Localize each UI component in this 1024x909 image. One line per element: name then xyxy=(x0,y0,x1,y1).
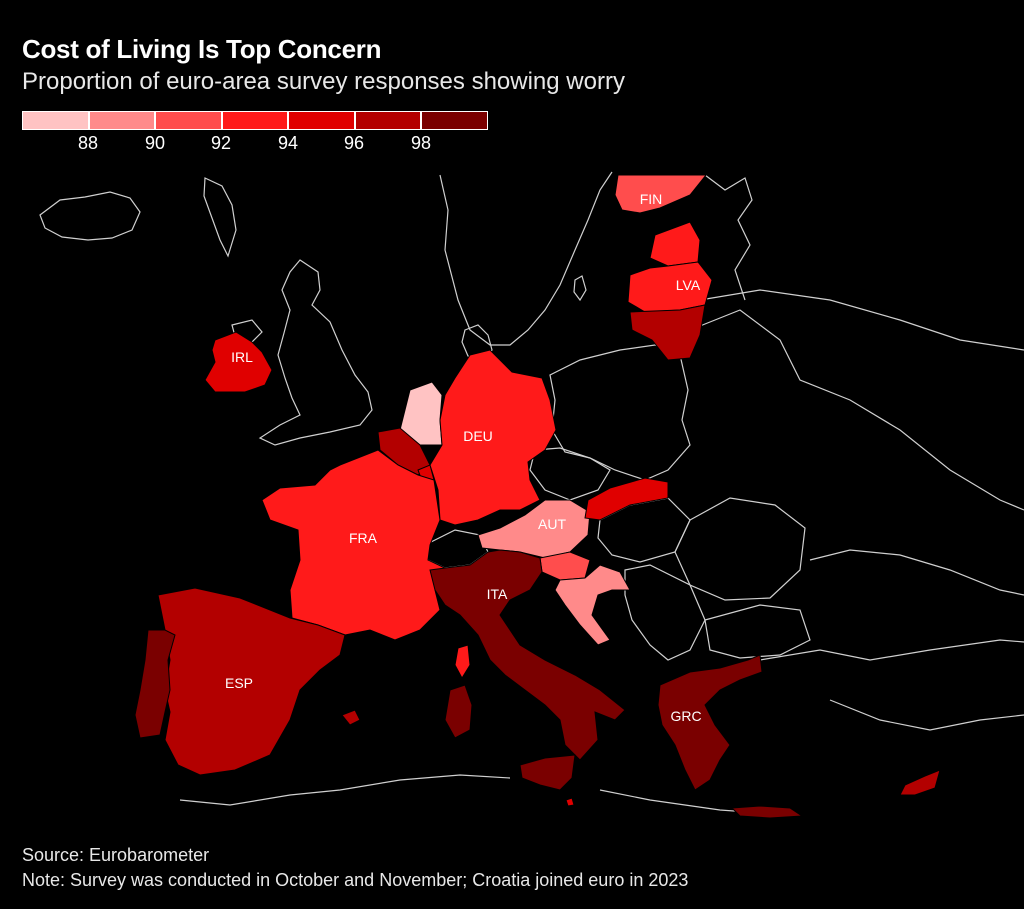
iceland-outline xyxy=(39,191,141,241)
bulgaria-turkey-outline xyxy=(704,604,1024,661)
turkey-coast-outline xyxy=(829,699,1024,731)
country-ita xyxy=(429,549,626,761)
country-ltu xyxy=(629,304,706,361)
greenland-coast-outline xyxy=(203,177,237,258)
country-lva xyxy=(627,261,713,313)
gotland-outline xyxy=(573,275,587,302)
label-aut: AUT xyxy=(538,516,566,532)
country-fin xyxy=(614,174,708,214)
legend-swatch-7 xyxy=(422,112,488,129)
romania-outline xyxy=(674,497,806,601)
country-fra xyxy=(261,449,446,641)
label-esp: ESP xyxy=(225,675,253,691)
serbia-balkans-outline xyxy=(624,564,706,661)
belarus-ukraine-outline xyxy=(689,309,1024,511)
legend-tick-98: 98 xyxy=(410,133,432,153)
chart-subtitle: Proportion of euro-area survey responses… xyxy=(22,68,625,95)
legend-swatch-2 xyxy=(89,112,157,129)
czechia-outline xyxy=(529,447,611,501)
country-esp-balearic xyxy=(341,709,361,726)
legend-tick-88: 88 xyxy=(77,133,99,153)
norway-sweden-outline xyxy=(439,171,613,346)
black-sea-outline xyxy=(809,549,1024,596)
legend-swatch-5 xyxy=(289,112,356,129)
country-ita-sicily xyxy=(519,754,576,791)
country-mlt xyxy=(565,797,575,807)
country-grc xyxy=(657,654,763,791)
country-ita-sardinia xyxy=(444,684,473,739)
legend-swatch-6 xyxy=(355,112,423,129)
legend-tick-92: 92 xyxy=(210,133,232,153)
country-irl xyxy=(204,331,273,393)
country-est xyxy=(649,221,701,267)
legend-tick-94: 94 xyxy=(277,133,299,153)
legend-tick-90: 90 xyxy=(144,133,166,153)
legend-tick-96: 96 xyxy=(343,133,365,153)
country-deu xyxy=(429,349,557,526)
legend-swatch-3 xyxy=(156,112,223,129)
label-ita: ITA xyxy=(487,586,508,602)
color-legend xyxy=(22,111,488,131)
country-hrv xyxy=(554,564,631,646)
country-svn xyxy=(539,551,591,581)
label-fin: FIN xyxy=(640,191,663,207)
label-deu: DEU xyxy=(463,428,493,444)
europe-map: FIN LVA IRL DEU FRA AUT ITA ESP GRC xyxy=(39,171,1024,819)
country-cyp xyxy=(899,769,941,796)
legend-bar xyxy=(22,111,488,130)
russia-east-outline xyxy=(699,289,1024,351)
great-britain-outline xyxy=(258,259,373,446)
country-fra-corsica xyxy=(454,644,471,680)
footnote: Note: Survey was conducted in October an… xyxy=(22,870,689,890)
russia-finland-border-outline xyxy=(704,174,753,301)
legend-swatch-1 xyxy=(23,112,90,129)
label-lva: LVA xyxy=(676,277,701,293)
country-grc-crete xyxy=(730,805,804,819)
chart-title: Cost of Living Is Top Concern xyxy=(22,34,382,64)
source-note: Source: Eurobarometer xyxy=(22,845,210,865)
legend-swatch-4 xyxy=(222,112,290,129)
poland-outline xyxy=(549,344,691,481)
label-fra: FRA xyxy=(349,530,378,546)
country-prt xyxy=(134,629,176,739)
label-grc: GRC xyxy=(670,708,701,724)
label-irl: IRL xyxy=(231,349,253,365)
country-svk xyxy=(584,477,669,521)
